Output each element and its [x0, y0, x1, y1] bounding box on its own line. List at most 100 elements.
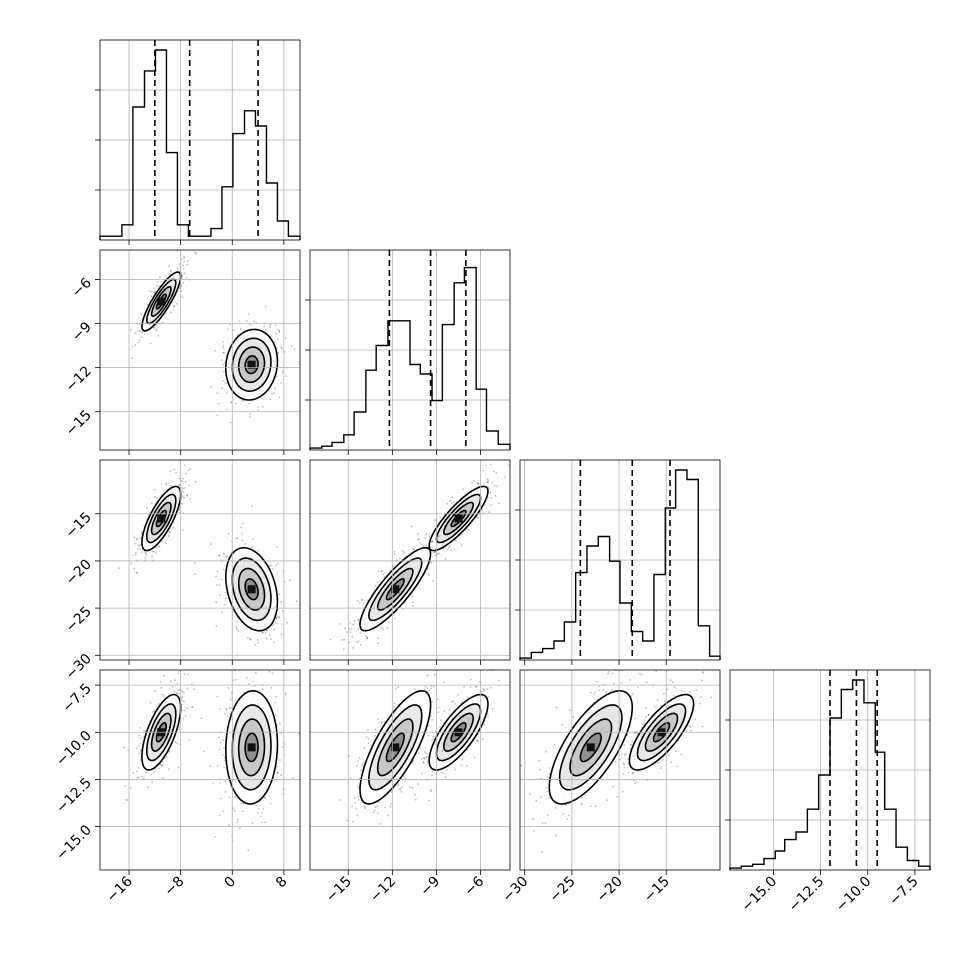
- sample-point: [451, 496, 454, 499]
- sample-point: [493, 485, 496, 487]
- sample-point: [177, 689, 180, 692]
- sample-point: [292, 776, 294, 779]
- sample-point: [376, 804, 379, 807]
- sample-point: [229, 698, 232, 701]
- sample-point: [439, 719, 442, 722]
- sample-point: [276, 338, 279, 341]
- sample-point: [269, 398, 272, 401]
- sample-point: [173, 690, 176, 693]
- sample-point: [352, 646, 355, 649]
- sample-point: [701, 679, 703, 682]
- sample-point: [180, 696, 183, 699]
- sample-point: [622, 773, 625, 775]
- sample-point: [366, 599, 369, 601]
- sample-point: [356, 600, 359, 602]
- grid-2-3: [520, 670, 720, 870]
- sample-point: [212, 781, 215, 784]
- sample-point: [249, 416, 252, 418]
- sample-point: [232, 679, 235, 682]
- sample-point: [384, 806, 387, 809]
- sample-point: [136, 770, 139, 773]
- sample-point: [140, 312, 142, 315]
- sample-point: [118, 567, 121, 570]
- sample-point: [180, 486, 183, 489]
- sample-point: [429, 546, 431, 548]
- sample-point: [219, 594, 221, 597]
- sample-point: [257, 409, 260, 411]
- sample-point: [430, 715, 432, 717]
- sample-point: [153, 708, 156, 711]
- sample-point: [504, 476, 506, 479]
- sample-point: [225, 556, 228, 559]
- sample-point: [553, 743, 556, 746]
- sample-point: [167, 535, 170, 538]
- sample-point: [441, 771, 444, 774]
- sample-point: [413, 793, 416, 796]
- sample-point: [430, 789, 433, 792]
- sample-point: [278, 759, 281, 762]
- sample-point: [155, 328, 158, 331]
- sample-point: [262, 405, 264, 408]
- y-tick-label: −7.5: [59, 681, 94, 716]
- sample-point: [182, 691, 185, 694]
- sample-point: [475, 685, 478, 688]
- sample-point: [161, 693, 164, 696]
- sample-point: [274, 701, 276, 704]
- sample-point: [594, 805, 597, 808]
- sample-point: [151, 781, 154, 784]
- sample-point: [189, 467, 192, 470]
- sample-point: [361, 599, 364, 602]
- sample-point: [434, 551, 436, 553]
- sample-point: [144, 552, 147, 555]
- sample-point: [264, 305, 267, 308]
- sample-point: [134, 332, 137, 335]
- sample-point: [217, 402, 220, 405]
- sample-point: [476, 739, 479, 741]
- sample-point: [646, 664, 648, 666]
- sample-point: [273, 391, 275, 394]
- sample-point: [271, 624, 274, 627]
- sample-point: [459, 524, 462, 526]
- x-tick-label: −15: [641, 874, 673, 906]
- sample-point: [186, 263, 189, 266]
- sample-point: [598, 689, 601, 692]
- panel-frame-0-2: [99, 459, 301, 661]
- sample-point: [424, 544, 427, 547]
- sample-point: [404, 777, 407, 780]
- sample-point: [348, 754, 351, 757]
- sample-point: [235, 678, 238, 681]
- y-tick-label: −10.0: [53, 728, 95, 770]
- sample-point: [257, 641, 259, 644]
- sample-point: [247, 849, 250, 852]
- sample-point: [701, 671, 704, 673]
- sample-point: [257, 807, 260, 810]
- sample-point: [548, 773, 551, 775]
- sample-point: [271, 567, 274, 570]
- sample-point: [237, 630, 240, 632]
- sample-point: [686, 652, 688, 654]
- sample-point: [275, 332, 278, 335]
- sample-point: [240, 526, 243, 529]
- sample-point: [611, 672, 614, 675]
- sample-point: [483, 688, 486, 691]
- panel-content: [130, 250, 300, 424]
- sample-point: [664, 700, 666, 703]
- sample-point: [506, 835, 508, 837]
- sample-point: [222, 370, 225, 373]
- sample-point: [125, 799, 128, 801]
- sample-point: [376, 642, 379, 644]
- sample-point: [520, 764, 523, 767]
- sample-point: [135, 747, 138, 749]
- sample-point: [280, 346, 282, 349]
- sample-point: [630, 695, 633, 697]
- sample-point: [210, 385, 213, 388]
- sample-point: [249, 637, 252, 640]
- sample-point: [256, 639, 259, 641]
- sample-point: [399, 788, 401, 791]
- sample-point: [276, 346, 278, 349]
- sample-point: [572, 715, 575, 718]
- sample-point: [387, 814, 390, 817]
- sample-point: [341, 638, 344, 641]
- sample-point: [268, 634, 271, 636]
- sample-point: [181, 502, 184, 505]
